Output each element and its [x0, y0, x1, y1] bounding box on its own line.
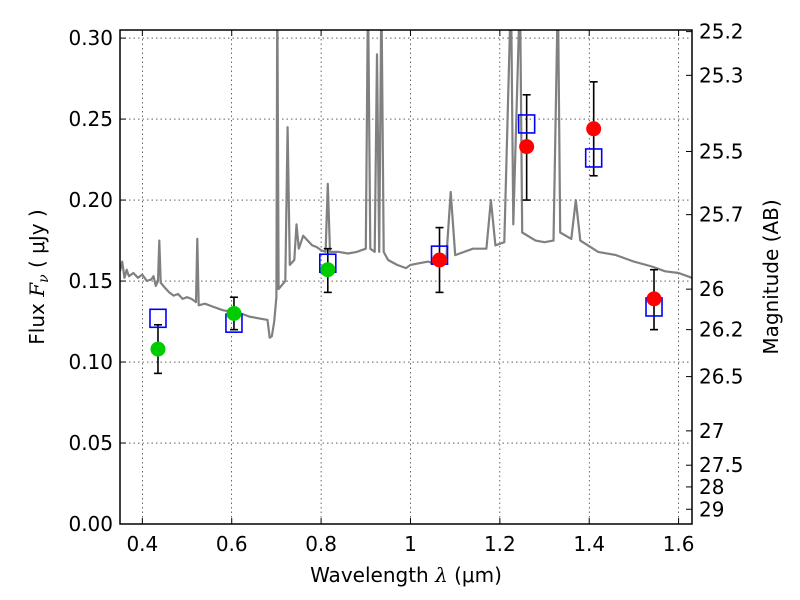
observed-flux-point-nir — [432, 252, 448, 268]
observed-flux-point-optical — [226, 305, 242, 321]
y2-tick-label: 27.5 — [699, 453, 744, 477]
observed-flux-point-nir — [646, 291, 662, 307]
plot-area — [120, 30, 692, 339]
y2-axis-title: Magnitude (AB) — [759, 199, 783, 354]
y2-tick-label: 25.2 — [699, 20, 744, 44]
y2-tick-label: 26.2 — [699, 318, 744, 342]
y-axis-title: Flux Fν ( μJy ) — [25, 209, 52, 344]
ticks: 0.4 0.6 0.8 1 1.2 1.4 1.6 0.00 0.05 0.10 0.15 0.20 0… — [68, 20, 743, 556]
plot-frame — [119, 29, 693, 525]
observed-flux-point-nir — [586, 121, 602, 137]
y2-tick-label: 29 — [699, 497, 724, 521]
x-tick-label: 1 — [404, 532, 417, 556]
model-photometry-square — [517, 114, 536, 134]
x-tick-label: 1.6 — [663, 532, 695, 556]
x-tick-label: 0.8 — [305, 532, 337, 556]
x-tick-label: 0.6 — [216, 532, 248, 556]
x-tick-label: 1.2 — [484, 532, 516, 556]
y-tick-label: 0.25 — [68, 107, 113, 131]
y-tick-label: 0.15 — [68, 269, 113, 293]
y-tick-label: 0.30 — [68, 26, 113, 50]
y2-tick-label: 25.5 — [699, 139, 744, 163]
model-photometry-square — [584, 148, 603, 168]
y2-tick-label: 27 — [699, 419, 724, 443]
grid — [120, 30, 692, 525]
observed-flux-point-optical — [320, 262, 336, 278]
x-axis-title: Wavelength λ (μm) — [310, 563, 502, 587]
y-tick-label: 0.05 — [68, 431, 113, 455]
model-spectrum-line — [120, 30, 692, 339]
observed-flux-point-nir — [519, 139, 535, 155]
data-marks — [149, 81, 663, 375]
x-tick-label: 1.4 — [573, 532, 605, 556]
observed-flux-point-optical — [150, 341, 166, 357]
y-tick-label: 0.20 — [68, 188, 113, 212]
y2-tick-label: 28 — [699, 475, 724, 499]
x-tick-label: 0.4 — [126, 532, 158, 556]
model-photometry-square — [149, 308, 167, 329]
y2-tick-label: 25.3 — [699, 63, 744, 87]
y2-tick-label: 26.5 — [699, 365, 744, 389]
y-tick-label: 0.10 — [68, 350, 113, 374]
y2-tick-label: 25.7 — [699, 203, 744, 227]
y2-tick-label: 26 — [699, 277, 724, 301]
y-tick-label: 0.00 — [68, 512, 113, 536]
